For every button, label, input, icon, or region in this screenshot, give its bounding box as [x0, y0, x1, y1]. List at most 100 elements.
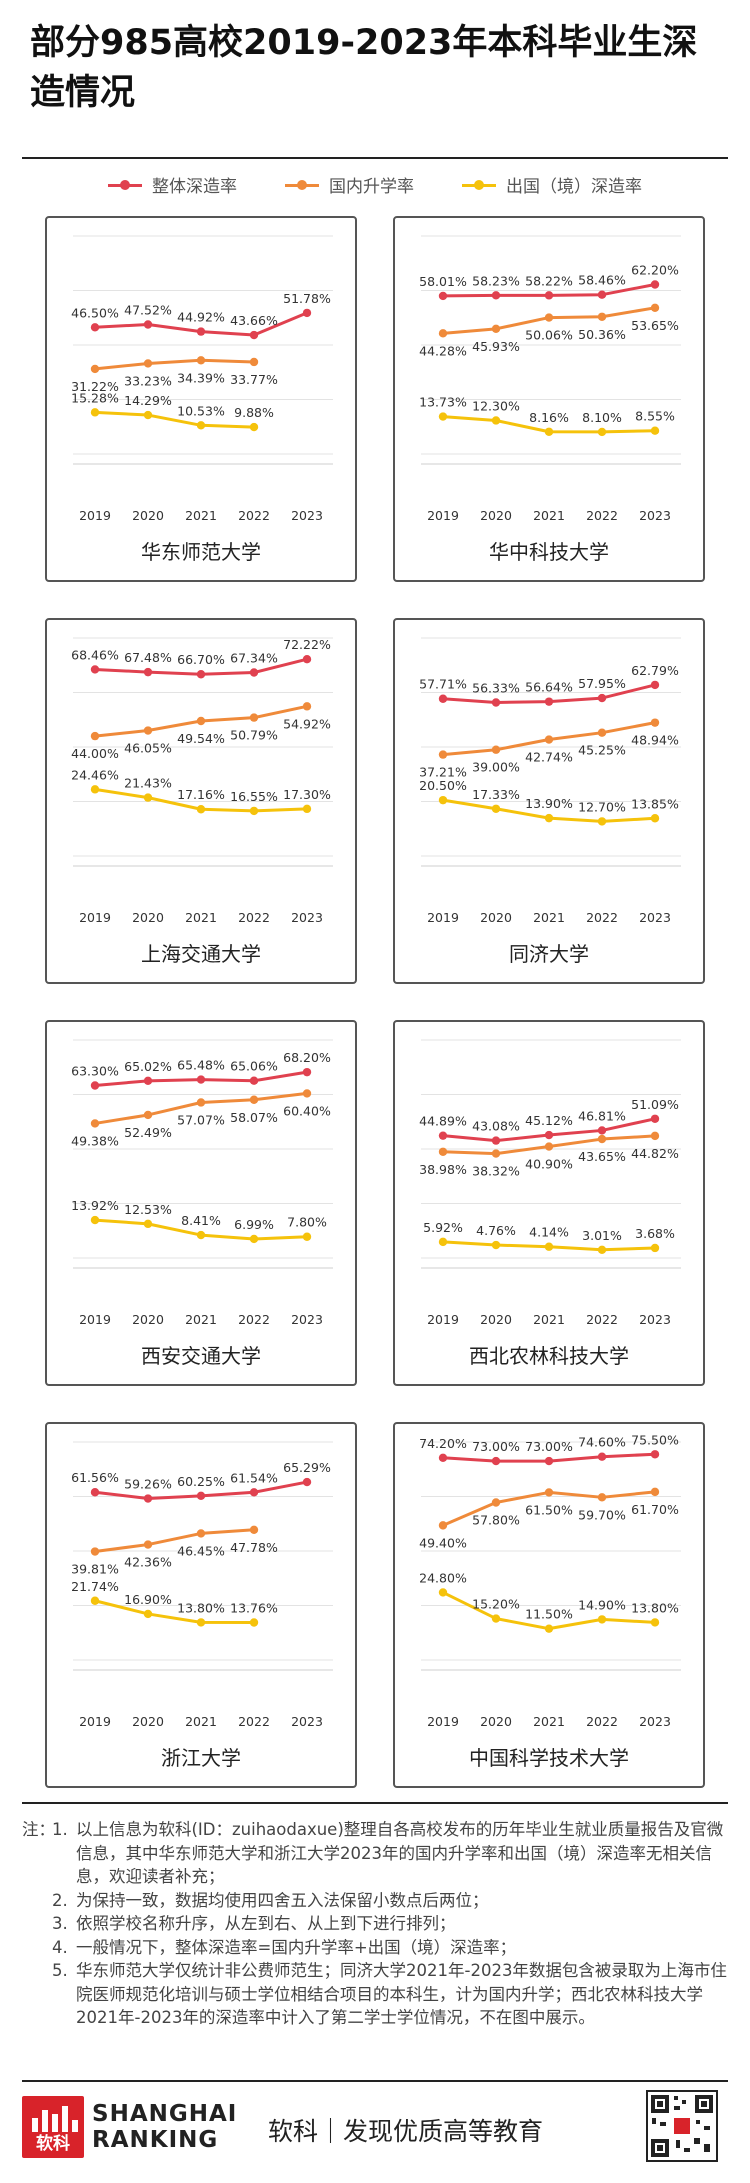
data-label-abroad: 4.14% — [529, 1225, 569, 1240]
data-label-domestic: 34.39% — [177, 370, 225, 385]
data-point-abroad — [249, 806, 259, 816]
data-label-abroad: 8.10% — [582, 410, 622, 425]
x-tick-label: 2020 — [132, 1312, 164, 1327]
data-label-abroad: 17.30% — [283, 787, 331, 802]
legend-item-overall: 整体深造率 — [108, 172, 237, 197]
x-tick-label: 2021 — [185, 508, 217, 523]
x-tick-label: 2019 — [427, 508, 459, 523]
data-point-abroad — [438, 412, 448, 421]
legend-label-domestic: 国内升学率 — [329, 177, 414, 197]
data-point-overall — [302, 655, 312, 664]
data-label-abroad: 15.28% — [71, 390, 119, 405]
data-label-abroad: 5.92% — [423, 1220, 463, 1235]
data-point-domestic — [249, 357, 259, 367]
x-tick-label: 2019 — [79, 910, 111, 925]
data-point-abroad — [438, 1237, 448, 1247]
data-label-abroad: 7.80% — [287, 1215, 327, 1230]
legend-swatch-abroad — [462, 178, 496, 192]
data-label-domestic: 49.38% — [71, 1133, 119, 1148]
chart-panel: 74.20% 73.00% 73.00% 74.60% 75.50% 49.40% 57.8… — [393, 1422, 705, 1788]
data-label-domestic: 31.22% — [71, 379, 119, 394]
data-point-abroad — [249, 1618, 259, 1627]
data-label-domestic: 61.50% — [525, 1502, 573, 1517]
data-point-overall — [650, 1114, 660, 1123]
data-label-domestic: 53.65% — [631, 318, 679, 333]
x-tick-label: 2023 — [639, 1312, 671, 1327]
data-point-overall — [90, 665, 100, 674]
chart-school-name: 华中科技大学 — [489, 540, 609, 564]
chart-svg: 57.71% 56.33% 56.64% 57.95% 62.79% 37.21% 39.0… — [419, 637, 681, 925]
data-point-overall — [544, 291, 554, 300]
data-point-abroad — [249, 422, 259, 432]
data-label-overall: 43.08% — [472, 1119, 520, 1134]
chart-panel: 57.71% 56.33% 56.64% 57.95% 62.79% 37.21% 39.0… — [393, 618, 705, 984]
data-label-overall: 61.56% — [71, 1470, 119, 1485]
data-label-overall: 63.30% — [71, 1064, 119, 1079]
data-point-overall — [438, 1453, 448, 1463]
data-label-abroad: 9.88% — [234, 405, 274, 420]
data-label-overall: 74.60% — [578, 1435, 626, 1450]
data-label-domestic: 54.92% — [283, 716, 331, 731]
data-point-overall — [491, 1456, 501, 1466]
data-point-domestic — [196, 1529, 206, 1538]
note-item-4: 4. 一般情况下，整体深造率=国内升学率+出国（境）深造率； — [22, 1936, 728, 1960]
data-point-domestic — [143, 1540, 153, 1549]
data-label-abroad: 14.90% — [578, 1597, 626, 1612]
x-tick-label: 2022 — [586, 1312, 618, 1327]
x-tick-label: 2022 — [238, 1714, 270, 1729]
data-label-overall: 58.01% — [419, 274, 467, 289]
chart-svg: 61.56% 59.26% 60.25% 61.54% 65.29% 39.81% 42.3… — [71, 1441, 333, 1729]
x-tick-label: 2023 — [291, 508, 323, 523]
x-tick-label: 2019 — [427, 1714, 459, 1729]
data-label-domestic: 48.94% — [631, 733, 679, 748]
data-point-overall — [491, 1136, 501, 1145]
data-label-abroad: 13.90% — [525, 796, 573, 811]
notes-label: 注： — [22, 1820, 55, 1839]
data-point-overall — [597, 290, 607, 299]
data-point-abroad — [544, 1242, 554, 1251]
x-tick-label: 2022 — [586, 1714, 618, 1729]
data-point-domestic — [438, 1521, 448, 1530]
chart-svg: 58.01% 58.23% 58.22% 58.46% 62.20% 44.28% 45.9… — [419, 235, 681, 523]
data-point-domestic — [438, 329, 448, 338]
data-point-overall — [438, 1131, 448, 1140]
chart-panel: 58.01% 58.23% 58.22% 58.46% 62.20% 44.28% 45.9… — [393, 216, 705, 582]
chart-svg: 63.30% 65.02% 65.48% 65.06% 68.20% 49.38% 52.4… — [71, 1039, 333, 1327]
data-point-domestic — [90, 731, 100, 741]
data-point-abroad — [438, 795, 448, 805]
data-point-abroad — [650, 426, 660, 435]
note-number: 2. — [52, 1890, 68, 1910]
data-point-overall — [196, 327, 206, 336]
data-label-abroad: 13.85% — [631, 796, 679, 811]
data-point-overall — [597, 693, 607, 703]
data-point-domestic — [544, 735, 554, 744]
data-label-abroad: 17.16% — [177, 787, 225, 802]
data-point-abroad — [196, 421, 206, 430]
data-point-overall — [650, 280, 660, 289]
data-point-overall — [544, 1130, 554, 1140]
x-tick-label: 2023 — [639, 1714, 671, 1729]
x-tick-label: 2022 — [586, 508, 618, 523]
data-label-domestic: 44.28% — [419, 343, 467, 358]
series-line-domestic — [94, 358, 255, 371]
data-label-overall: 51.09% — [631, 1097, 679, 1112]
qr-code-icon[interactable] — [646, 2090, 718, 2162]
data-point-abroad — [90, 408, 100, 417]
data-label-abroad: 3.68% — [635, 1226, 675, 1241]
data-point-abroad — [249, 1234, 259, 1244]
logo-line-1: SHANGHAI — [92, 2101, 238, 2127]
data-point-abroad — [491, 416, 501, 425]
data-label-overall: 75.50% — [631, 1432, 679, 1447]
data-point-overall — [90, 323, 100, 332]
data-point-abroad — [597, 1615, 607, 1624]
note-number: 3. — [52, 1914, 68, 1933]
data-label-domestic: 59.70% — [578, 1507, 626, 1522]
data-point-domestic — [302, 1089, 312, 1098]
x-tick-label: 2021 — [185, 910, 217, 925]
data-point-domestic — [491, 324, 501, 334]
data-point-overall — [544, 1456, 554, 1466]
note-item-3: 3. 依照学校名称升序，从左到右、从上到下进行排列； — [22, 1912, 728, 1936]
data-point-domestic — [597, 728, 607, 737]
data-point-abroad — [143, 1219, 153, 1229]
data-label-abroad: 16.90% — [124, 1592, 172, 1607]
